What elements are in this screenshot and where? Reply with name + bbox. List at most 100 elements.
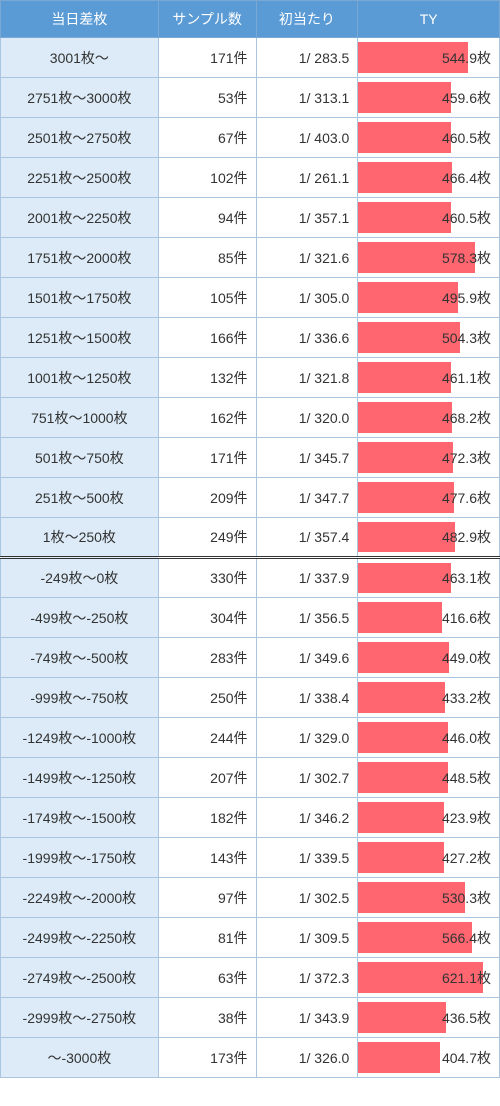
ty-label: 578.3枚 — [442, 248, 491, 268]
ty-label: 423.9枚 — [442, 808, 491, 828]
cell-ty: 463.1枚 — [358, 558, 500, 598]
cell-ty: 460.5枚 — [358, 198, 500, 238]
table-row: -1749枚〜-1500枚182件1/ 346.2423.9枚 — [1, 798, 500, 838]
ty-bar — [358, 482, 454, 513]
cell-ty: 460.5枚 — [358, 118, 500, 158]
table-row: 1501枚〜1750枚105件1/ 305.0495.9枚 — [1, 278, 500, 318]
cell-ty: 578.3枚 — [358, 238, 500, 278]
cell-hit: 1/ 329.0 — [256, 718, 358, 758]
cell-samples: 244件 — [158, 718, 256, 758]
ty-bar — [358, 563, 451, 593]
cell-range: 1751枚〜2000枚 — [1, 238, 159, 278]
ty-label: 460.5枚 — [442, 128, 491, 148]
cell-ty: 433.2枚 — [358, 678, 500, 718]
data-table: 当日差枚 サンプル数 初当たり TY 3001枚〜171件1/ 283.5544… — [0, 0, 500, 1078]
ty-bar — [358, 762, 448, 793]
ty-bar — [358, 602, 442, 633]
cell-range: -999枚〜-750枚 — [1, 678, 159, 718]
ty-label: 468.2枚 — [442, 408, 491, 428]
table-row: 〜-3000枚173件1/ 326.0404.7枚 — [1, 1038, 500, 1078]
cell-samples: 166件 — [158, 318, 256, 358]
cell-samples: 81件 — [158, 918, 256, 958]
cell-ty: 427.2枚 — [358, 838, 500, 878]
ty-bar — [358, 682, 445, 713]
cell-hit: 1/ 347.7 — [256, 478, 358, 518]
header-row: 当日差枚 サンプル数 初当たり TY — [1, 1, 500, 38]
cell-ty: 459.6枚 — [358, 78, 500, 118]
cell-hit: 1/ 357.1 — [256, 198, 358, 238]
ty-label: 495.9枚 — [442, 288, 491, 308]
cell-range: 251枚〜500枚 — [1, 478, 159, 518]
cell-range: -749枚〜-500枚 — [1, 638, 159, 678]
ty-label: 446.0枚 — [442, 728, 491, 748]
ty-label: 466.4枚 — [442, 168, 491, 188]
cell-range: -2249枚〜-2000枚 — [1, 878, 159, 918]
cell-samples: 143件 — [158, 838, 256, 878]
cell-hit: 1/ 309.5 — [256, 918, 358, 958]
cell-samples: 171件 — [158, 38, 256, 78]
cell-hit: 1/ 337.9 — [256, 558, 358, 598]
table-row: 1251枚〜1500枚166件1/ 336.6504.3枚 — [1, 318, 500, 358]
cell-range: 1枚〜250枚 — [1, 518, 159, 558]
ty-bar — [358, 162, 452, 193]
cell-ty: 466.4枚 — [358, 158, 500, 198]
ty-bar — [358, 1002, 446, 1033]
cell-samples: 85件 — [158, 238, 256, 278]
header-range: 当日差枚 — [1, 1, 159, 38]
cell-range: 501枚〜750枚 — [1, 438, 159, 478]
ty-bar — [358, 642, 448, 673]
table-row: -2999枚〜-2750枚38件1/ 343.9436.5枚 — [1, 998, 500, 1038]
table-row: 2501枚〜2750枚67件1/ 403.0460.5枚 — [1, 118, 500, 158]
cell-range: -499枚〜-250枚 — [1, 598, 159, 638]
cell-hit: 1/ 305.0 — [256, 278, 358, 318]
cell-ty: 477.6枚 — [358, 478, 500, 518]
cell-hit: 1/ 283.5 — [256, 38, 358, 78]
ty-bar — [358, 802, 443, 833]
cell-hit: 1/ 345.7 — [256, 438, 358, 478]
cell-ty: 404.7枚 — [358, 1038, 500, 1078]
cell-range: -2499枚〜-2250枚 — [1, 918, 159, 958]
cell-hit: 1/ 372.3 — [256, 958, 358, 998]
cell-samples: 249件 — [158, 518, 256, 558]
cell-samples: 182件 — [158, 798, 256, 838]
cell-range: -249枚〜0枚 — [1, 558, 159, 598]
cell-range: 〜-3000枚 — [1, 1038, 159, 1078]
ty-label: 477.6枚 — [442, 488, 491, 508]
ty-label: 404.7枚 — [442, 1048, 491, 1068]
table-row: 251枚〜500枚209件1/ 347.7477.6枚 — [1, 478, 500, 518]
cell-samples: 283件 — [158, 638, 256, 678]
ty-label: 433.2枚 — [442, 688, 491, 708]
cell-ty: 461.1枚 — [358, 358, 500, 398]
table-row: -2749枚〜-2500枚63件1/ 372.3621.1枚 — [1, 958, 500, 998]
table-row: 1751枚〜2000枚85件1/ 321.6578.3枚 — [1, 238, 500, 278]
table-row: 2001枚〜2250枚94件1/ 357.1460.5枚 — [1, 198, 500, 238]
cell-hit: 1/ 336.6 — [256, 318, 358, 358]
cell-hit: 1/ 320.0 — [256, 398, 358, 438]
table-body-bottom: -249枚〜0枚330件1/ 337.9463.1枚-499枚〜-250枚304… — [1, 558, 500, 1078]
cell-range: -1249枚〜-1000枚 — [1, 718, 159, 758]
cell-hit: 1/ 338.4 — [256, 678, 358, 718]
cell-ty: 621.1枚 — [358, 958, 500, 998]
cell-samples: 38件 — [158, 998, 256, 1038]
table-row: -2499枚〜-2250枚81件1/ 309.5566.4枚 — [1, 918, 500, 958]
cell-range: -2999枚〜-2750枚 — [1, 998, 159, 1038]
ty-bar — [358, 842, 444, 873]
ty-bar — [358, 362, 451, 393]
cell-hit: 1/ 261.1 — [256, 158, 358, 198]
cell-hit: 1/ 356.5 — [256, 598, 358, 638]
cell-samples: 162件 — [158, 398, 256, 438]
cell-ty: 436.5枚 — [358, 998, 500, 1038]
table-row: -2249枚〜-2000枚97件1/ 302.5530.3枚 — [1, 878, 500, 918]
cell-ty: 495.9枚 — [358, 278, 500, 318]
ty-bar — [358, 402, 452, 433]
ty-bar — [358, 442, 453, 473]
cell-samples: 330件 — [158, 558, 256, 598]
table-row: 1枚〜250枚249件1/ 357.4482.9枚 — [1, 518, 500, 558]
ty-label: 436.5枚 — [442, 1008, 491, 1028]
ty-label: 621.1枚 — [442, 968, 491, 988]
cell-samples: 250件 — [158, 678, 256, 718]
ty-label: 463.1枚 — [442, 568, 491, 588]
table-row: 1001枚〜1250枚132件1/ 321.8461.1枚 — [1, 358, 500, 398]
cell-ty: 468.2枚 — [358, 398, 500, 438]
cell-samples: 97件 — [158, 878, 256, 918]
